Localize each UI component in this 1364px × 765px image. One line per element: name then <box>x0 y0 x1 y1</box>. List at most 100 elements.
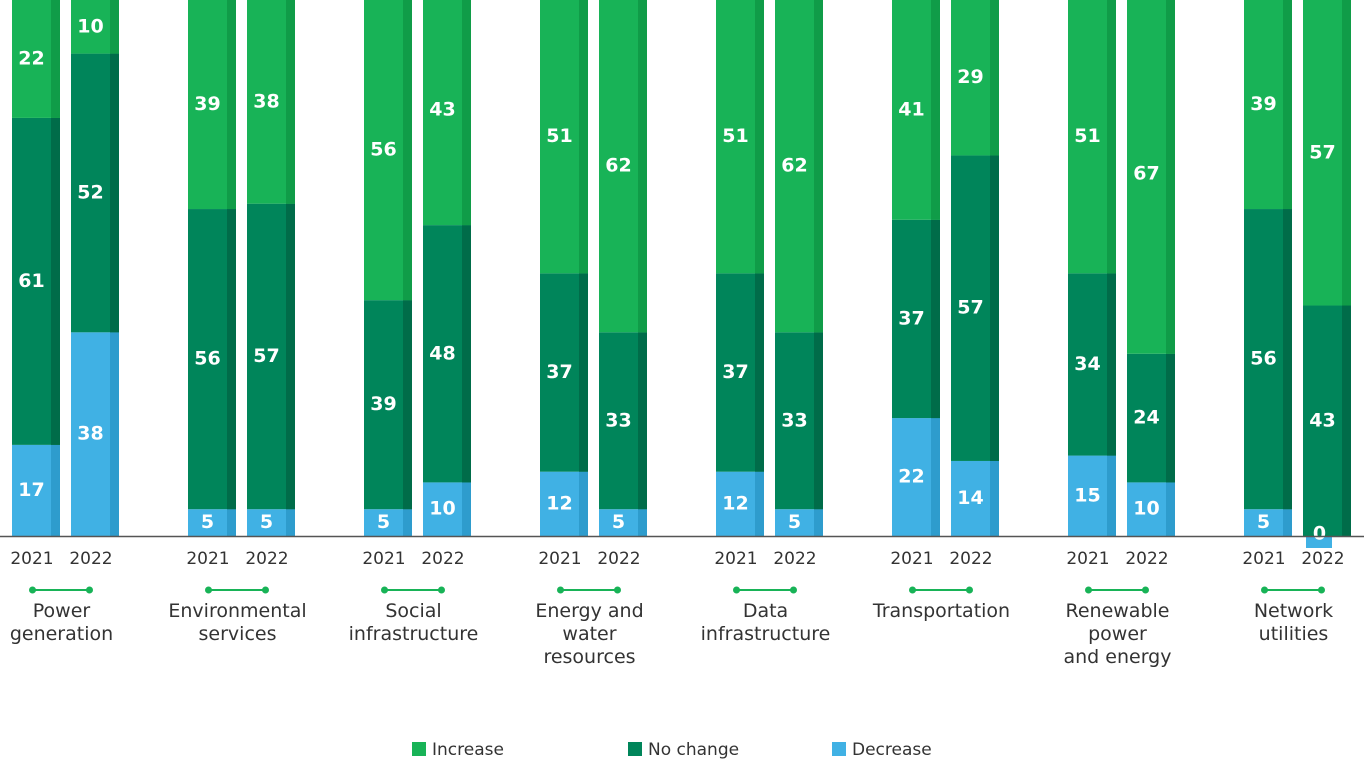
data-label-environmental-services-2022-increase: 38 <box>253 90 279 112</box>
group-connector-dot-right-network-utilities <box>1318 586 1325 594</box>
category-label-environmental-services: Environmental services <box>168 600 306 645</box>
data-label-renewable-power-and-energy-2021-no-change: 34 <box>1074 353 1100 375</box>
bar-edge-renewable-power-and-energy-2021-increase <box>1107 0 1116 274</box>
year-label-network-utilities-2022: 2022 <box>1301 549 1344 569</box>
data-label-power-generation-2021-increase: 22 <box>18 47 44 69</box>
data-label-network-utilities-2021-no-change: 56 <box>1250 348 1276 370</box>
bar-edge-network-utilities-2022-increase <box>1342 0 1351 306</box>
x-axis-labels: 2021 2022 Power generation 2021 2022 Environme… <box>10 549 1345 668</box>
bar-edge-energy-and-water-resources-2022-increase <box>638 0 647 333</box>
bar-edge-renewable-power-and-energy-2022-decrease <box>1166 482 1175 536</box>
data-label-environmental-services-2021-decrease: 5 <box>201 511 214 533</box>
data-label-network-utilities-2021-decrease: 5 <box>1257 511 1270 533</box>
year-label-social-infrastructure-2021: 2021 <box>362 549 405 569</box>
data-label-social-infrastructure-2021-no-change: 39 <box>370 393 396 415</box>
category-label-line: Energy and <box>535 600 643 622</box>
category-label-social-infrastructure: Social infrastructure <box>349 600 479 645</box>
bar-edge-environmental-services-2021-decrease <box>227 509 236 536</box>
bar-edge-social-infrastructure-2021-increase <box>403 0 412 301</box>
data-label-energy-and-water-resources-2022-decrease: 5 <box>612 511 625 533</box>
data-label-network-utilities-2021-increase: 39 <box>1250 93 1276 115</box>
data-label-social-infrastructure-2021-increase: 56 <box>370 139 396 161</box>
bar-edge-social-infrastructure-2021-decrease <box>403 509 412 536</box>
group-connector-dot-left-data-infrastructure <box>733 586 740 594</box>
category-label-line: Environmental <box>168 600 306 622</box>
data-label-data-infrastructure-2022-no-change: 33 <box>781 409 807 431</box>
category-label-line: Social <box>385 600 441 622</box>
bar-edge-social-infrastructure-2022-decrease <box>462 482 471 536</box>
bar-edge-data-infrastructure-2022-increase <box>814 0 823 333</box>
bar-edge-transportation-2021-increase <box>931 0 940 220</box>
data-label-social-infrastructure-2022-increase: 43 <box>429 98 455 120</box>
bar-edge-social-infrastructure-2022-increase <box>462 0 471 226</box>
category-label-line: and energy <box>1064 646 1172 668</box>
data-label-data-infrastructure-2022-increase: 62 <box>781 155 807 177</box>
data-label-renewable-power-and-energy-2021-decrease: 15 <box>1074 484 1100 506</box>
data-label-energy-and-water-resources-2022-increase: 62 <box>605 155 631 177</box>
data-label-energy-and-water-resources-2021-no-change: 37 <box>546 361 572 383</box>
bar-edge-data-infrastructure-2021-no-change <box>755 273 764 472</box>
data-label-renewable-power-and-energy-2022-increase: 67 <box>1133 163 1159 185</box>
bar-edge-environmental-services-2022-decrease <box>286 509 295 536</box>
bar-edge-power-generation-2021-decrease <box>51 444 60 536</box>
bar-edge-transportation-2021-no-change <box>931 219 940 419</box>
bar-edge-social-infrastructure-2021-no-change <box>403 300 412 510</box>
bars-layer <box>12 0 1351 548</box>
data-label-power-generation-2021-decrease: 17 <box>18 479 44 501</box>
category-label-line: infrastructure <box>701 623 831 645</box>
group-connector-dot-right-energy-and-water-resources <box>614 586 621 594</box>
bar-edge-network-utilities-2021-decrease <box>1283 509 1292 536</box>
group-connector-dot-left-network-utilities <box>1261 586 1268 594</box>
group-connector-dot-left-social-infrastructure <box>381 586 388 594</box>
category-label-data-infrastructure: Data infrastructure <box>701 600 831 645</box>
bar-edge-energy-and-water-resources-2022-no-change <box>638 332 647 510</box>
bar-edge-energy-and-water-resources-2021-decrease <box>579 471 588 536</box>
bar-edge-transportation-2022-increase <box>990 0 999 156</box>
category-label-line: power <box>1088 623 1147 645</box>
category-label-line: services <box>199 623 277 645</box>
category-label-energy-and-water-resources: Energy and water resources <box>535 600 643 668</box>
data-label-environmental-services-2022-decrease: 5 <box>260 511 273 533</box>
group-connector-dot-right-environmental-services <box>262 586 269 594</box>
labels-layer: 1761223852105563955738539561048431237515… <box>18 15 1335 544</box>
year-label-transportation-2021: 2021 <box>890 549 933 569</box>
data-label-environmental-services-2022-no-change: 57 <box>253 345 279 367</box>
bar-edge-power-generation-2021-increase <box>51 0 60 118</box>
year-label-renewable-power-and-energy-2022: 2022 <box>1125 549 1168 569</box>
bar-edge-environmental-services-2022-increase <box>286 0 295 204</box>
data-label-energy-and-water-resources-2021-increase: 51 <box>546 125 572 147</box>
bar-edge-network-utilities-2021-increase <box>1283 0 1292 210</box>
year-label-network-utilities-2021: 2021 <box>1242 549 1285 569</box>
data-label-transportation-2021-decrease: 22 <box>898 466 924 488</box>
legend-label-no-change: No change <box>648 740 739 760</box>
data-label-transportation-2022-increase: 29 <box>957 66 983 88</box>
bar-edge-data-infrastructure-2021-increase <box>755 0 764 274</box>
bar-edge-power-generation-2022-increase <box>110 0 119 54</box>
category-label-line: Network <box>1254 600 1333 622</box>
bar-edge-renewable-power-and-energy-2022-increase <box>1166 0 1175 354</box>
bar-edge-social-infrastructure-2022-no-change <box>462 225 471 483</box>
bar-edge-power-generation-2021-no-change <box>51 117 60 445</box>
category-label-line: Renewable <box>1066 600 1170 622</box>
bar-edge-environmental-services-2022-no-change <box>286 203 295 510</box>
data-label-transportation-2022-decrease: 14 <box>957 487 983 509</box>
data-label-transportation-2022-no-change: 57 <box>957 297 983 319</box>
bar-edge-environmental-services-2021-no-change <box>227 209 236 510</box>
data-label-social-infrastructure-2022-no-change: 48 <box>429 342 455 364</box>
data-label-power-generation-2022-increase: 10 <box>77 15 103 37</box>
data-label-transportation-2021-increase: 41 <box>898 98 924 120</box>
data-label-energy-and-water-resources-2021-decrease: 12 <box>546 492 572 514</box>
bar-edge-renewable-power-and-energy-2021-decrease <box>1107 455 1116 536</box>
bar-edge-power-generation-2022-no-change <box>110 53 119 333</box>
year-label-power-generation-2021: 2021 <box>10 549 53 569</box>
data-label-renewable-power-and-energy-2022-no-change: 24 <box>1133 407 1159 429</box>
group-connector-dot-left-energy-and-water-resources <box>557 586 564 594</box>
group-connector-dot-left-renewable-power-and-energy <box>1085 586 1092 594</box>
year-label-energy-and-water-resources-2022: 2022 <box>597 549 640 569</box>
category-label-line: water <box>562 623 616 645</box>
group-connector-dot-right-transportation <box>966 586 973 594</box>
data-label-power-generation-2022-no-change: 52 <box>77 181 103 203</box>
bar-edge-renewable-power-and-energy-2022-no-change <box>1166 353 1175 483</box>
legend: Increase No change Decrease <box>412 740 932 760</box>
